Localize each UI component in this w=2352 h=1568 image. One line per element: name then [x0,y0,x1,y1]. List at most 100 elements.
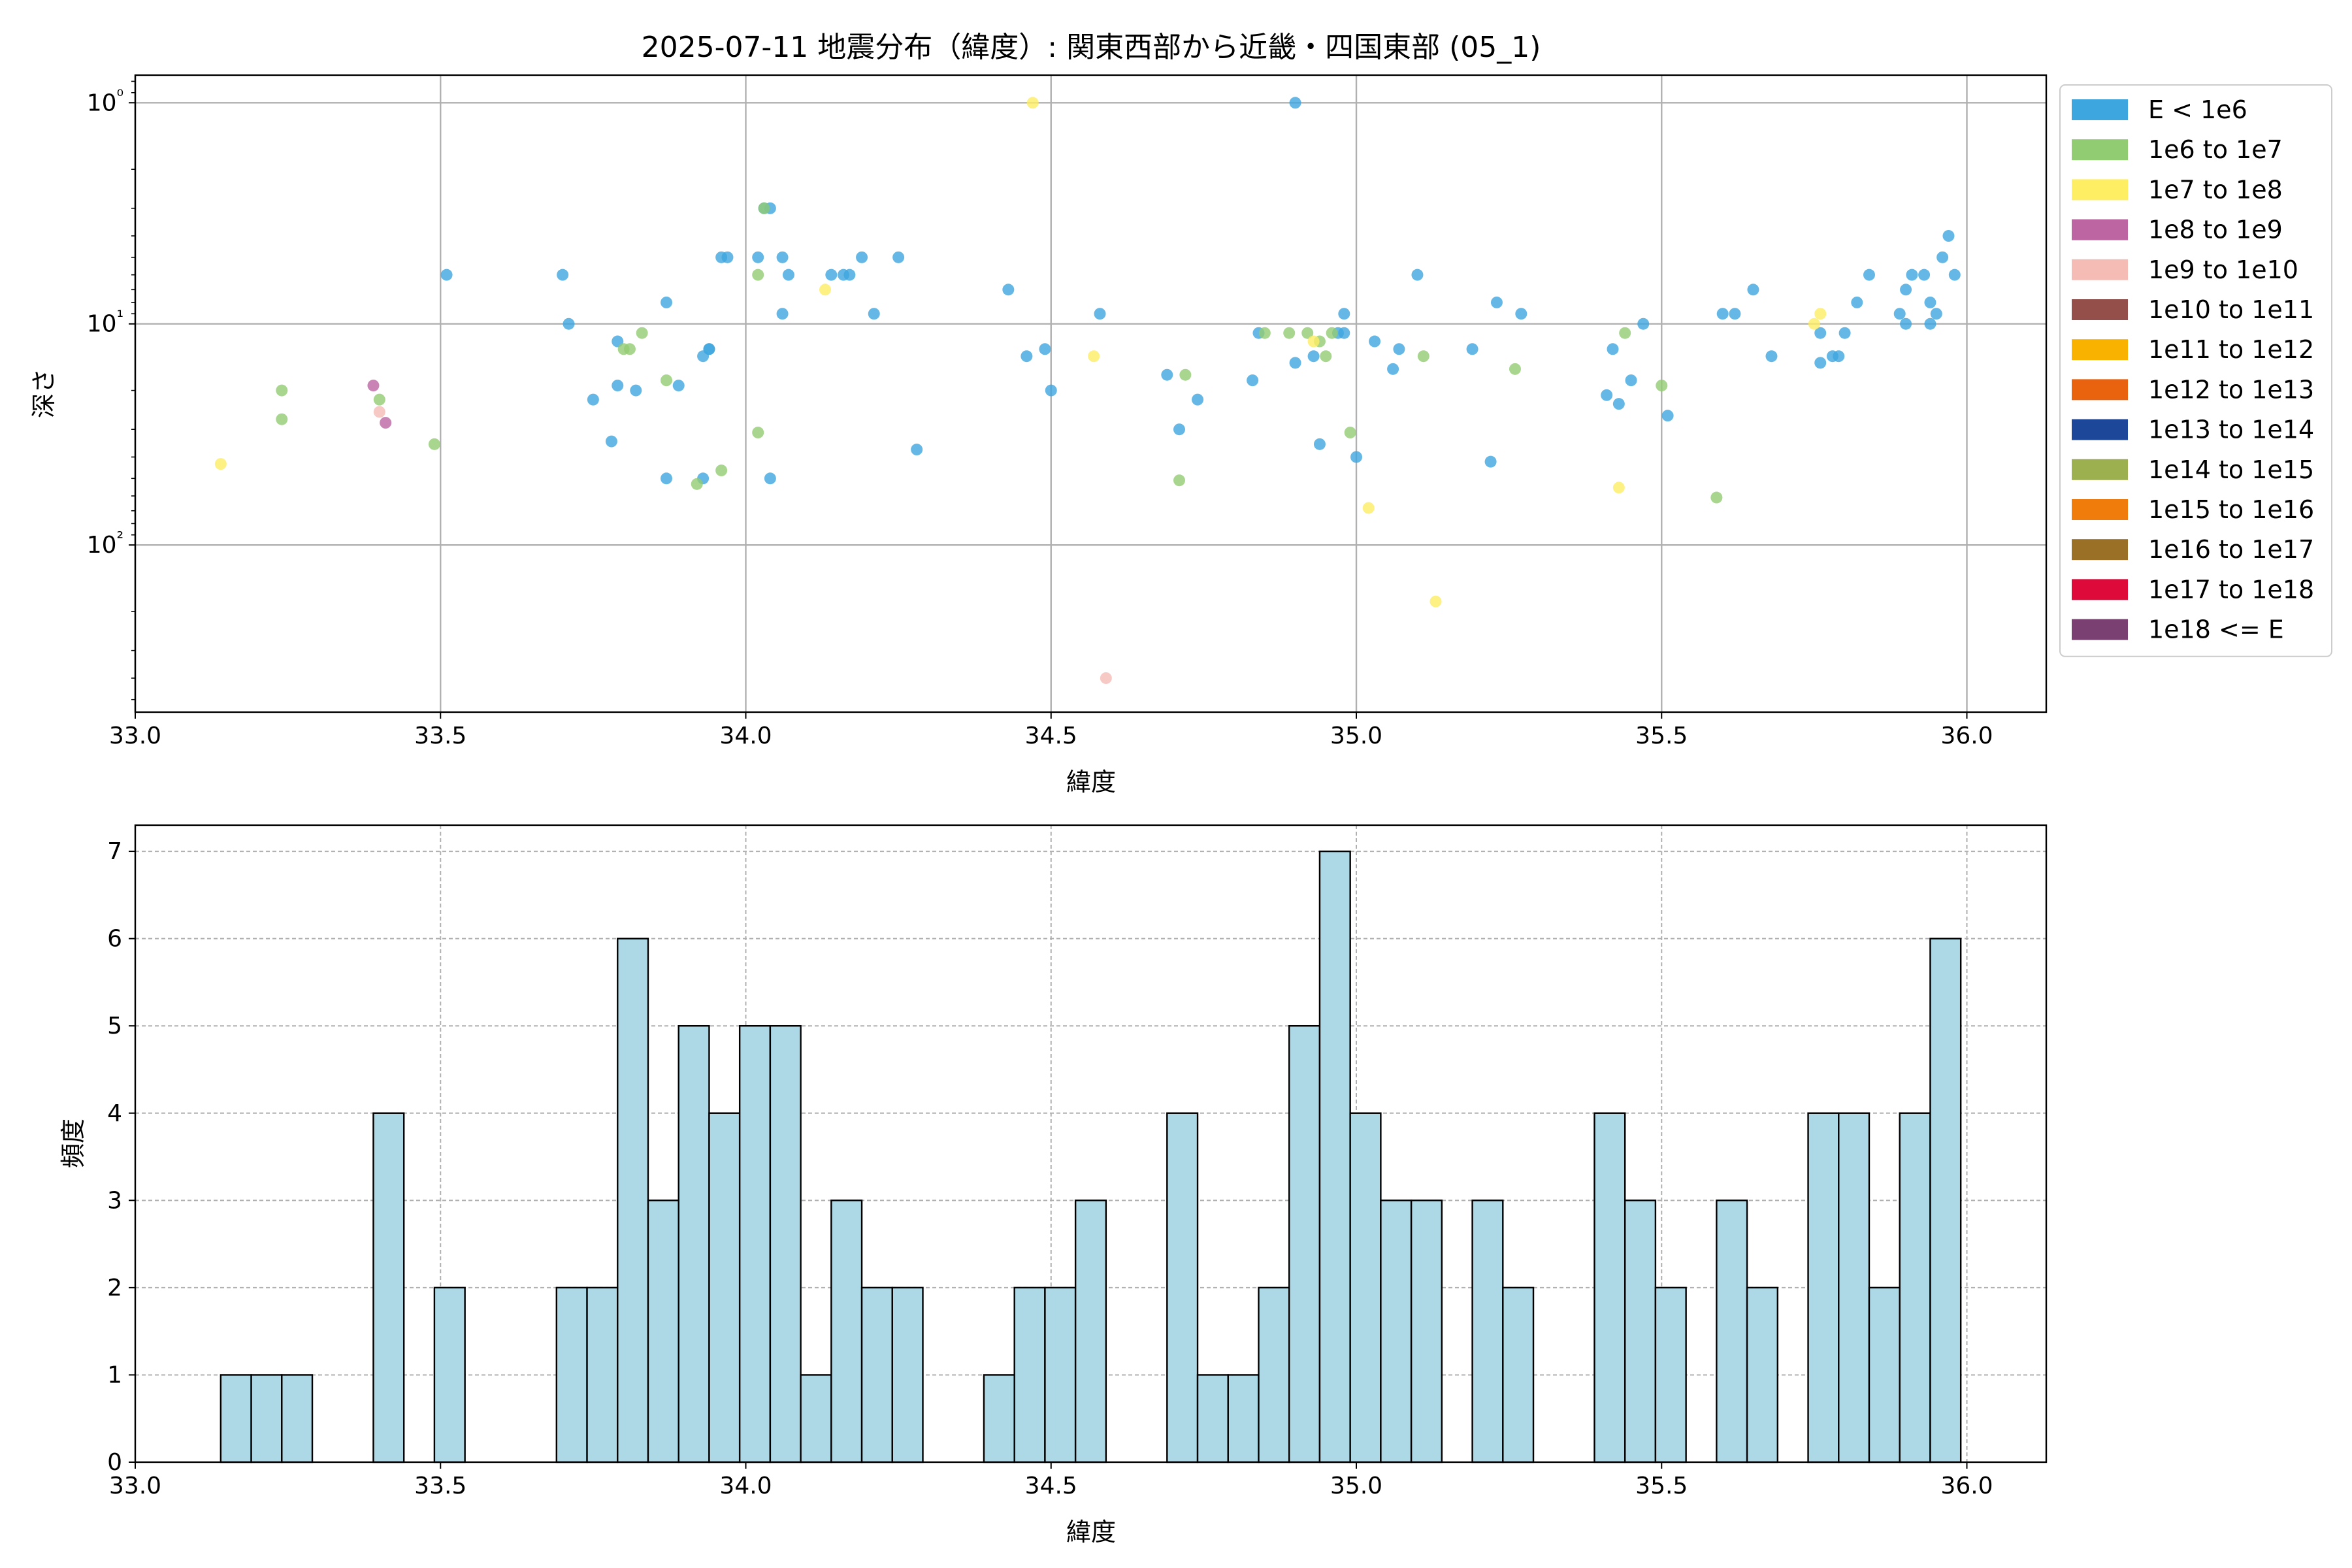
scatter-point [612,380,624,392]
scatter-point [1320,350,1332,363]
scatter-point [1021,350,1033,363]
scatter-point [661,472,673,485]
histogram-x-tick-label: 34.5 [1025,1473,1077,1499]
histogram-bar [617,938,649,1463]
legend-swatch [2072,99,2128,120]
scatter-point [764,472,776,485]
scatter-point [605,435,617,448]
scatter-point [214,458,227,470]
scatter-point [587,393,599,406]
scatter-panel: 33.0 33.5 34.0 34.5 35.0 35.5 36.0 10⁰ 10¹ 10² 2… [29,31,2332,796]
histogram-x-tick-label: 34.0 [719,1473,772,1499]
scatter-point [1289,97,1301,109]
histogram-bar [891,1286,924,1463]
histogram-bar [1318,850,1351,1463]
histogram-bar [1929,938,1962,1463]
scatter-point [1338,327,1350,339]
scatter-point [1283,327,1296,339]
scatter-x-tick-label: 34.5 [1025,723,1077,749]
scatter-point [1338,308,1350,320]
scatter-point [1900,318,1912,330]
histogram-bar [1746,1286,1779,1463]
legend-swatch [2072,499,2128,520]
scatter-point [1838,327,1851,339]
scatter-point [672,380,685,392]
histogram-bar [860,1286,893,1463]
scatter-point [868,308,880,320]
scatter-point [1326,327,1338,339]
scatter-point [1656,380,1668,392]
scatter-point [1607,343,1619,355]
scatter-x-axis-label: 緯度 [1066,768,1116,796]
histogram-bar [769,1024,802,1463]
histogram-bar [1716,1200,1748,1463]
histogram-bar [1044,1286,1077,1463]
scatter-point [1863,269,1875,281]
scatter-x-tick-label: 35.0 [1330,723,1382,749]
legend-label: 1e12 to 1e13 [2148,375,2314,404]
scatter-point [1307,350,1320,363]
legend-swatch [2072,259,2128,280]
scatter-frame [134,74,2048,713]
legend-box [2059,84,2332,657]
scatter-point [623,343,636,355]
scatter-point [892,251,905,263]
histogram-x-tick-label: 35.5 [1635,1473,1688,1499]
scatter-x-tick-label: 33.5 [414,723,466,749]
scatter-y-ticks: 10⁰ 10¹ 10² [87,80,135,700]
scatter-point [1851,296,1863,308]
scatter-y-axis-label: 深さ [29,368,58,418]
histogram-bar [1196,1374,1229,1463]
scatter-point [373,393,385,406]
legend-swatch [2072,299,2128,320]
histogram-bar [1258,1286,1290,1463]
scatter-y-tick-label: 10⁰ [87,86,123,116]
scatter-point [428,438,440,450]
legend-label: 1e14 to 1e15 [2148,455,2314,484]
scatter-point [1893,308,1906,320]
scatter-point [819,284,831,296]
scatter-point [782,269,794,281]
histogram-bar [1288,1024,1321,1463]
histogram-bar [1593,1112,1626,1463]
histogram-y-tick-label: 4 [107,1100,122,1127]
histogram-bar [555,1286,588,1463]
scatter-point [1625,374,1637,387]
histogram-bar [1654,1286,1687,1463]
scatter-point [1313,438,1326,450]
scatter-point [1808,318,1820,330]
histogram-bar [738,1024,772,1463]
scatter-point [752,251,764,263]
histogram-bar [220,1374,252,1463]
histogram-bar [830,1200,863,1463]
scatter-x-tick-label: 33.0 [109,723,161,749]
scatter-point [843,269,856,281]
legend-swatch [2072,579,2128,600]
scatter-point [1930,308,1942,320]
scatter-point [1900,284,1912,296]
legend: E < 1e6 1e6 to 1e7 1e7 to 1e8 1e8 to 1e9 1e9… [2059,84,2332,657]
legend-label: 1e9 to 1e10 [2148,255,2298,284]
scatter-point [776,308,789,320]
scatter-point [1509,363,1521,375]
scatter-point [1301,327,1314,339]
legend-swatch [2072,419,2128,440]
histogram-bar [983,1374,1015,1463]
legend-label: 1e15 to 1e16 [2148,495,2314,524]
scatter-point [1747,284,1759,296]
scatter-point [1833,350,1845,363]
scatter-point [1936,251,1949,263]
histogram-frame [134,824,2048,1463]
histogram-x-tick-label: 33.0 [109,1473,161,1499]
histogram-x-tick-label: 36.0 [1940,1473,1993,1499]
scatter-point [1411,269,1424,281]
legend-swatch [2072,379,2128,400]
histogram-bar [1471,1200,1504,1463]
histogram-panel: 33.0 33.5 34.0 34.5 35.0 35.5 36.0 0 1 2 3 4 5 6 7 緯度… [59,824,2048,1546]
scatter-point [1948,269,1961,281]
histogram-bar [433,1286,466,1463]
histogram-bar [800,1374,832,1463]
scatter-point [1258,327,1271,339]
histogram-x-tick-label: 33.5 [414,1473,466,1499]
scatter-point [911,444,923,456]
